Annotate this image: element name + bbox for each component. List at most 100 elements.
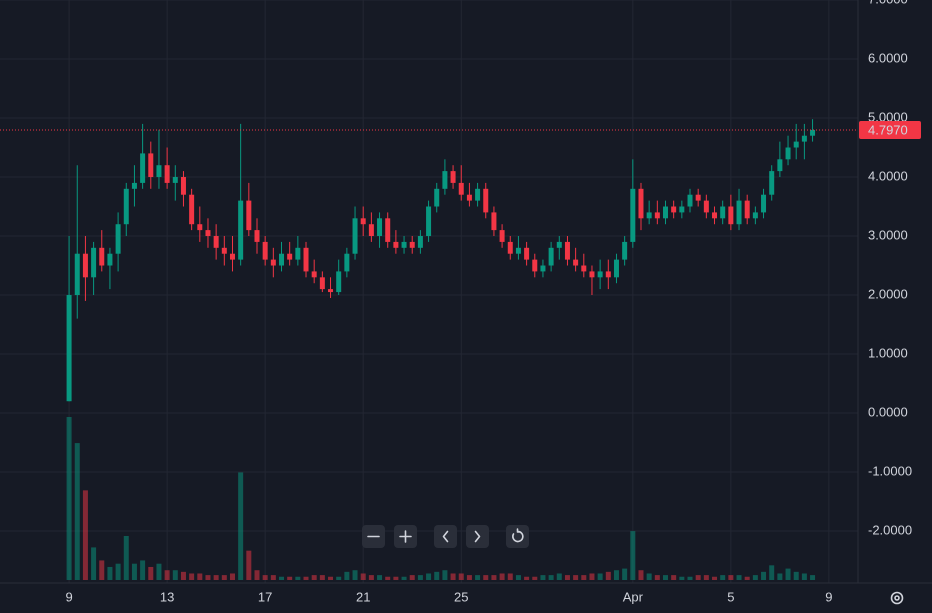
- candle-body: [752, 212, 758, 219]
- candle-body: [123, 188, 129, 225]
- candle-body: [466, 194, 472, 201]
- volume-bar: [483, 575, 489, 580]
- volume-bar: [115, 563, 121, 580]
- candle-body: [810, 129, 816, 136]
- candle-body: [687, 194, 693, 207]
- volume-bar: [646, 573, 652, 580]
- volume-bar: [703, 575, 709, 580]
- candle-body: [91, 247, 97, 278]
- volume-bar: [785, 568, 791, 580]
- candle-body: [229, 253, 235, 260]
- y-tick-label: -2.0000: [868, 522, 912, 537]
- y-tick-label: 4.0000: [868, 168, 908, 183]
- candle-body: [475, 188, 481, 201]
- candle-body: [270, 259, 276, 266]
- candle-body: [793, 141, 799, 148]
- volume-bar: [744, 576, 750, 580]
- candle-body: [434, 188, 440, 207]
- candle-body: [548, 247, 554, 266]
- x-tick-label: 25: [454, 589, 468, 604]
- y-tick-label: 0.0000: [868, 404, 908, 419]
- candle-body: [336, 271, 342, 293]
- x-tick-label: 21: [356, 589, 370, 604]
- candle-body: [703, 200, 709, 213]
- volume-bar: [303, 576, 309, 580]
- candle-body: [180, 177, 186, 195]
- scroll-right-button[interactable]: [466, 525, 489, 548]
- volume-bar: [450, 573, 456, 580]
- candle-body: [409, 241, 415, 248]
- x-tick-label: Apr: [623, 589, 644, 604]
- volume-bar: [279, 576, 285, 580]
- overlay: -2.0000 -1.0000 0.0000 1.0000 2.0000 3.0000 4.…: [0, 0, 921, 604]
- candle-layer: [66, 119, 816, 402]
- candle-body: [695, 194, 701, 201]
- volume-bar: [180, 571, 186, 580]
- candle-body: [74, 253, 80, 296]
- candle-body: [605, 271, 611, 278]
- volume-bar: [246, 550, 252, 580]
- candle-body: [638, 188, 644, 219]
- candle-body: [303, 247, 309, 272]
- candle-body: [66, 295, 72, 402]
- volume-bar: [556, 573, 562, 580]
- volume-bar: [548, 575, 554, 580]
- candle-body: [777, 159, 783, 172]
- candle-body: [426, 206, 432, 237]
- volume-bar: [197, 573, 203, 580]
- candle-body: [540, 265, 546, 272]
- scroll-left-button[interactable]: [434, 525, 457, 548]
- x-tick-label: 17: [258, 589, 272, 604]
- volume-bar: [148, 566, 154, 580]
- candle-body: [679, 206, 685, 213]
- volume-bar: [736, 575, 742, 580]
- volume-bar: [515, 575, 521, 580]
- candle-body: [344, 253, 350, 272]
- volume-bar: [238, 472, 244, 580]
- zoom-in-button[interactable]: [394, 525, 417, 548]
- candle-body: [254, 230, 260, 242]
- zoom-out-button[interactable]: [362, 525, 385, 548]
- volume-bar: [99, 560, 105, 580]
- candle-body: [785, 147, 791, 160]
- volume-bar: [66, 417, 72, 580]
- y-tick-label: 5.0000: [868, 109, 908, 124]
- candle-body: [401, 241, 407, 248]
- candle-body: [524, 247, 530, 260]
- volume-bar: [287, 576, 293, 580]
- volume-bar: [156, 563, 162, 580]
- volume-bar: [507, 573, 513, 580]
- y-tick-label: 2.0000: [868, 286, 908, 301]
- candle-body: [417, 236, 423, 248]
- volume-bar: [597, 573, 603, 580]
- candle-body: [507, 241, 513, 254]
- volume-bar: [377, 575, 383, 580]
- volume-bar: [801, 573, 807, 580]
- candle-body: [99, 247, 105, 266]
- settings-button[interactable]: [890, 591, 904, 605]
- candle-body: [262, 241, 268, 260]
- reset-button[interactable]: [506, 525, 529, 548]
- volume-bar: [638, 570, 644, 580]
- volume-bar: [401, 576, 407, 580]
- candle-body: [589, 271, 595, 278]
- volume-bar: [589, 573, 595, 580]
- volume-bar: [409, 575, 415, 580]
- candle-body: [483, 188, 489, 213]
- volume-bar: [417, 575, 423, 580]
- candle-body: [246, 200, 252, 231]
- x-tick-label: 13: [160, 589, 174, 604]
- candle-body: [205, 230, 211, 237]
- volume-bar: [540, 575, 546, 580]
- volume-bar: [82, 490, 88, 580]
- volume-bar: [777, 573, 783, 580]
- candle-body: [646, 212, 652, 219]
- volume-layer: [66, 417, 816, 580]
- volume-bar: [499, 573, 505, 580]
- candle-body: [556, 241, 562, 248]
- y-tick-label: 1.0000: [868, 345, 908, 360]
- candle-body: [279, 253, 285, 266]
- volume-bar: [679, 576, 685, 580]
